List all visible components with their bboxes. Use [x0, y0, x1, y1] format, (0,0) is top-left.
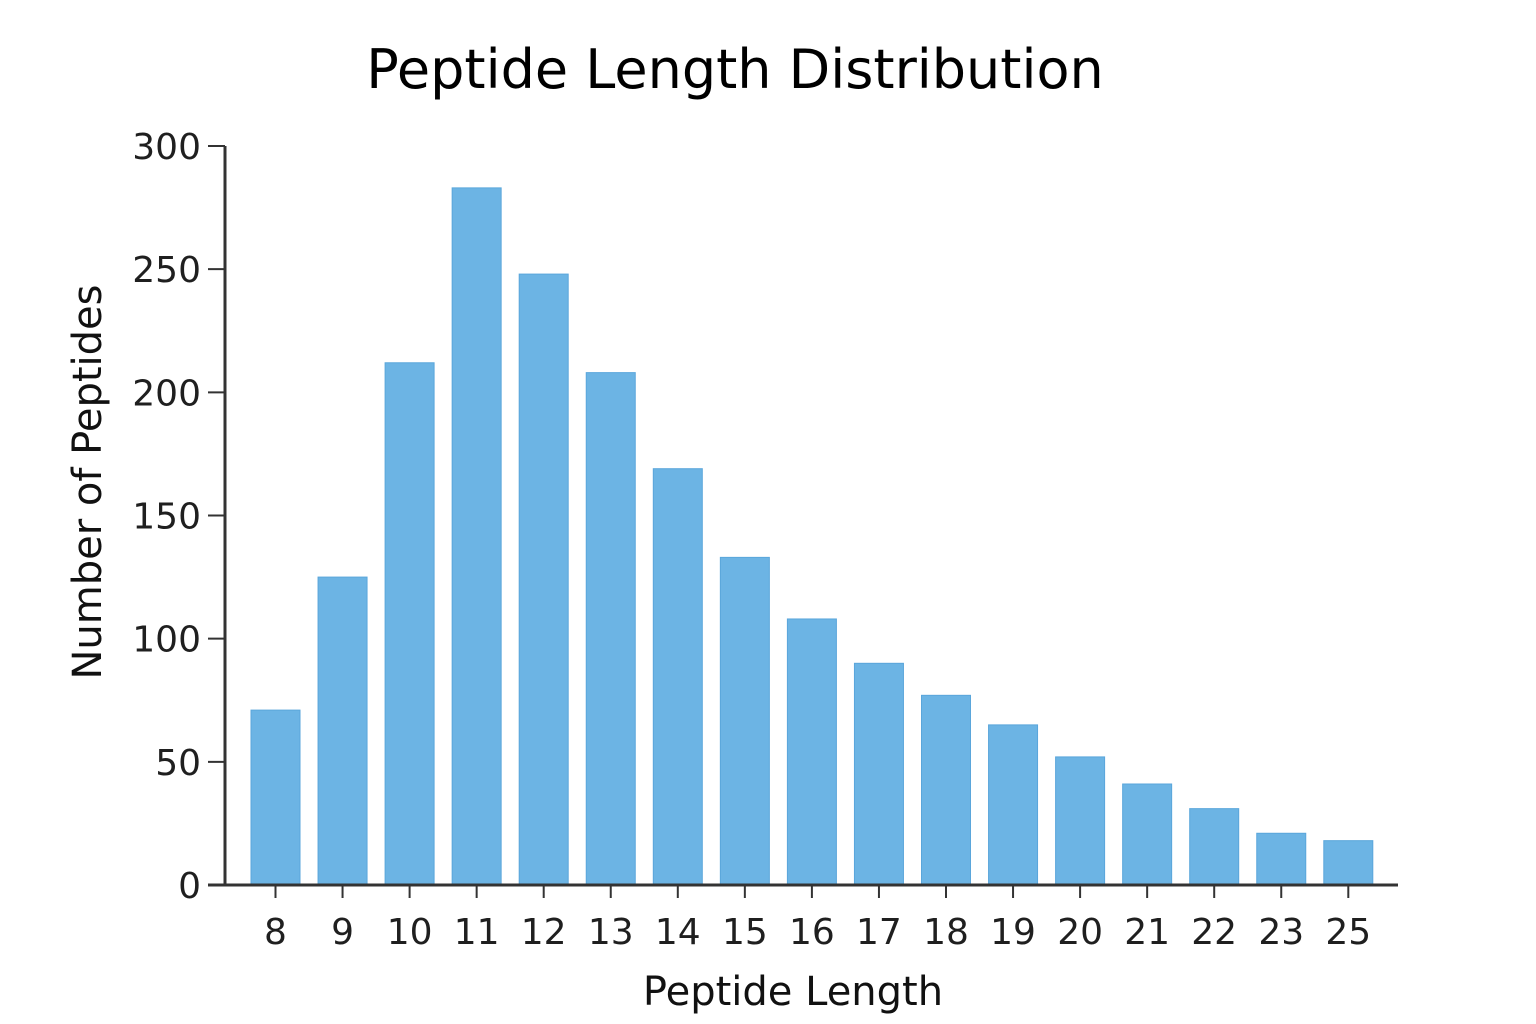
bar-23 — [1256, 832, 1307, 886]
bar-8 — [250, 709, 301, 886]
bars-group — [250, 187, 1374, 886]
x-axis-ticks: 8 9 10 11 12 13 14 15 16 17 18 19 20 21 22 23 25 — [264, 885, 1371, 953]
y-tick-label: 200 — [132, 373, 201, 414]
bar-18 — [921, 694, 971, 886]
x-tick-label: 13 — [588, 912, 634, 953]
bar-13 — [585, 372, 636, 886]
y-axis-label: Number of Peptides — [65, 285, 111, 680]
bar-9 — [317, 576, 368, 886]
x-tick-label: 20 — [1057, 912, 1103, 953]
x-axis-label: Peptide Length — [643, 969, 943, 1015]
x-tick-label: 14 — [655, 912, 701, 953]
bar-25 — [1323, 840, 1374, 886]
bar-19 — [988, 724, 1039, 886]
x-tick-label: 17 — [856, 912, 902, 953]
bar-16 — [786, 618, 837, 886]
bar-12 — [518, 273, 569, 886]
x-tick-label: 23 — [1258, 912, 1304, 953]
x-tick-label: 18 — [923, 912, 969, 953]
x-tick-label: 8 — [264, 912, 287, 953]
bar-20 — [1055, 756, 1106, 886]
x-tick-label: 25 — [1325, 912, 1371, 953]
x-tick-label: 12 — [521, 912, 567, 953]
x-tick-label: 19 — [990, 912, 1036, 953]
y-tick-label: 250 — [132, 250, 201, 291]
x-tick-label: 16 — [789, 912, 835, 953]
bar-14 — [652, 468, 703, 886]
bar-21 — [1122, 783, 1173, 886]
chart-title: Peptide Length Distribution — [366, 38, 1103, 101]
y-tick-label: 0 — [178, 866, 201, 907]
x-tick-label: 22 — [1191, 912, 1237, 953]
y-tick-label: 300 — [132, 127, 201, 168]
x-tick-label: 10 — [387, 912, 433, 953]
bar-22 — [1189, 808, 1240, 886]
x-tick-label: 21 — [1124, 912, 1170, 953]
x-tick-label: 15 — [722, 912, 768, 953]
y-tick-label: 150 — [132, 497, 201, 538]
y-tick-label: 100 — [132, 620, 201, 661]
bar-10 — [384, 362, 435, 886]
y-axis-ticks: 0 50 100 150 200 250 300 — [132, 127, 225, 907]
x-tick-label: 9 — [331, 912, 354, 953]
y-tick-label: 50 — [155, 743, 201, 784]
bar-11 — [451, 187, 502, 886]
bar-17 — [853, 662, 904, 886]
x-tick-label: 11 — [454, 912, 500, 953]
bar-15 — [719, 556, 770, 886]
